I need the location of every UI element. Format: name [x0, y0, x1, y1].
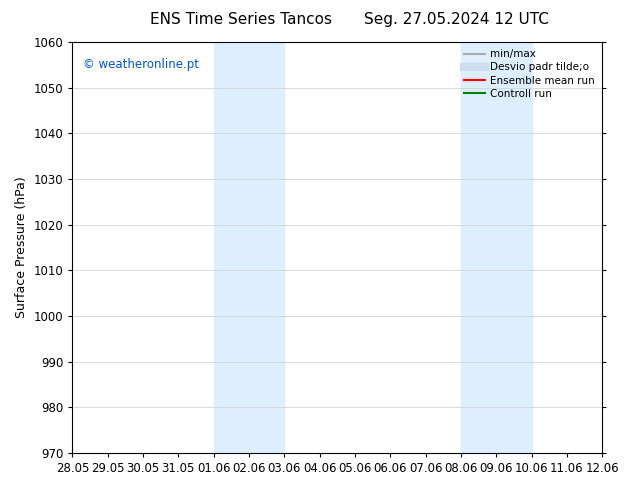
Legend: min/max, Desvio padr tilde;o, Ensemble mean run, Controll run: min/max, Desvio padr tilde;o, Ensemble m… [460, 45, 599, 103]
Bar [461, 42, 531, 453]
Y-axis label: Surface Pressure (hPa): Surface Pressure (hPa) [15, 176, 28, 318]
Text: Seg. 27.05.2024 12 UTC: Seg. 27.05.2024 12 UTC [364, 12, 549, 27]
Text: © weatheronline.pt: © weatheronline.pt [83, 58, 199, 72]
Text: ENS Time Series Tancos: ENS Time Series Tancos [150, 12, 332, 27]
Bar [214, 42, 284, 453]
